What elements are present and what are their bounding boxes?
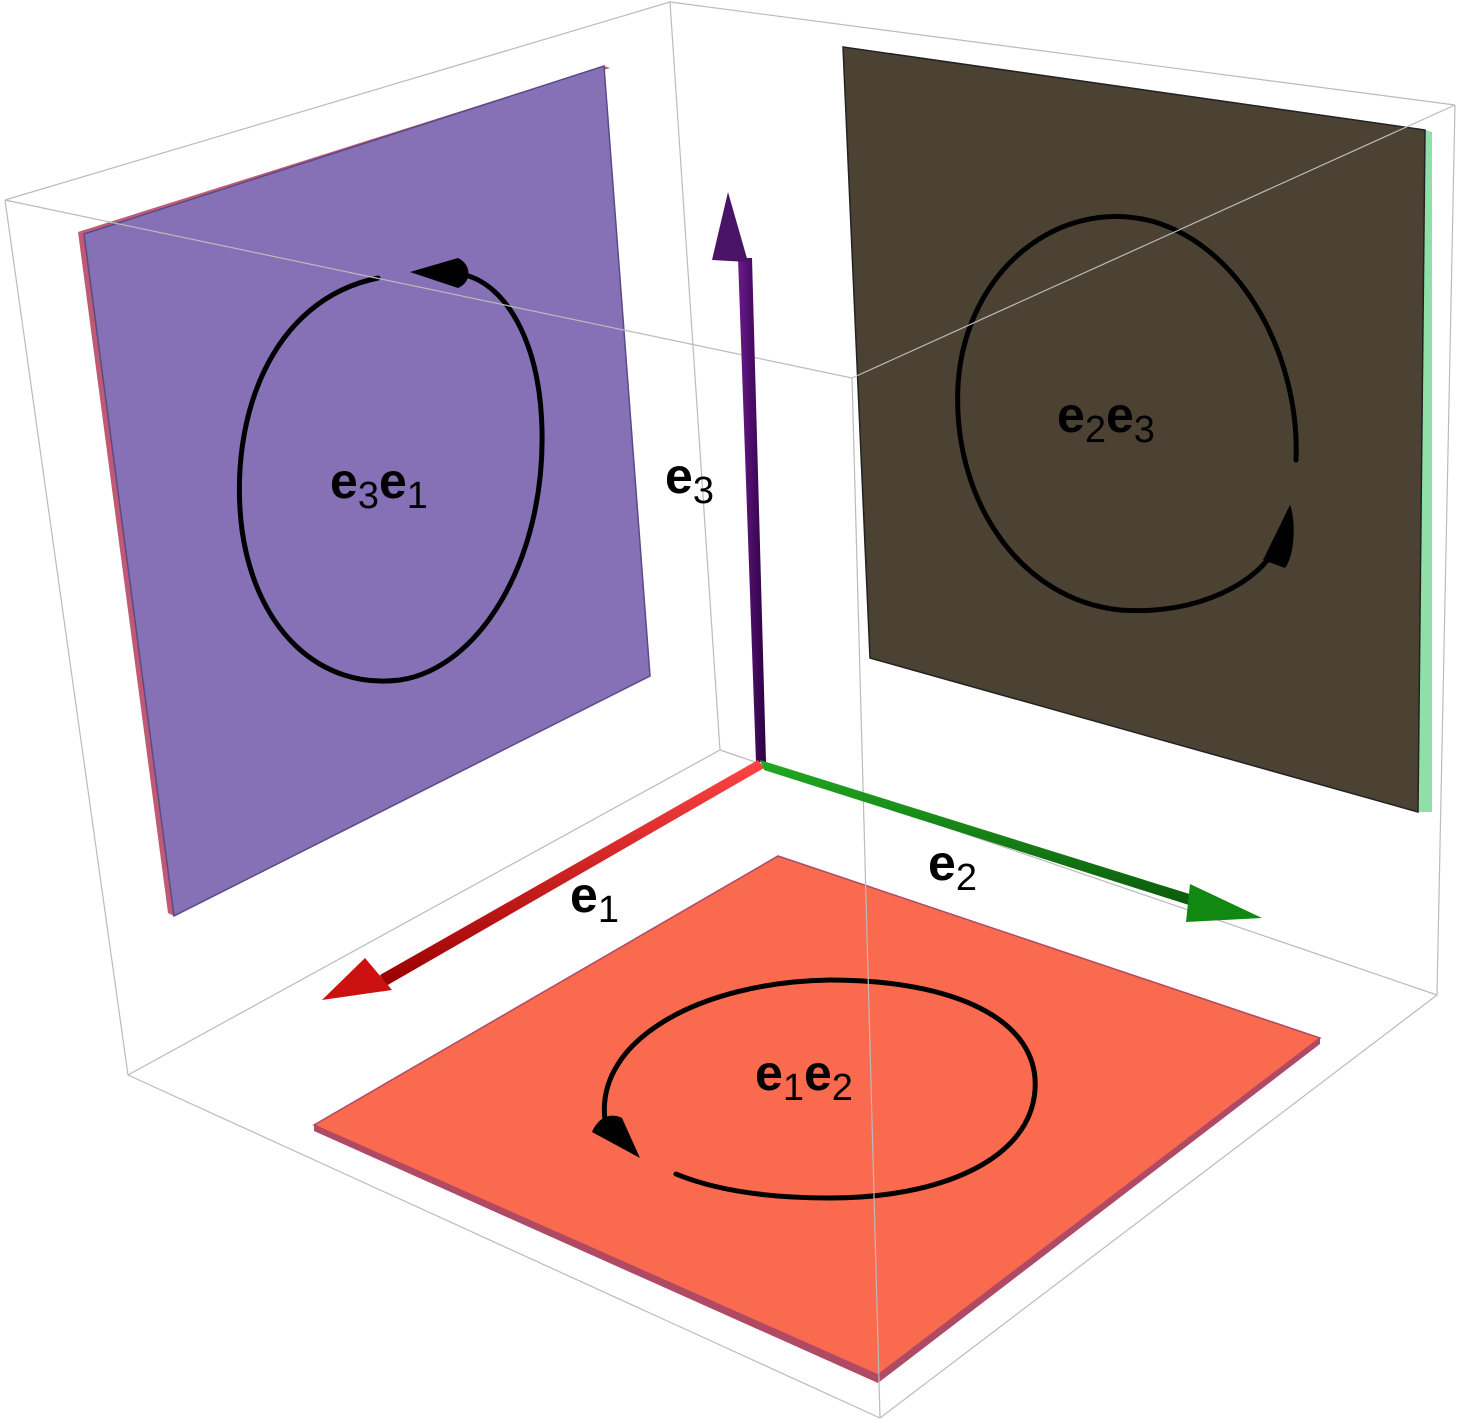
plane-e3e1-face [83,64,651,918]
axis-e1-arrowhead-icon [322,958,392,1000]
label-e2e3: e2e3 [1057,387,1155,451]
arrowhead-icon-e3e1 [410,258,469,288]
orientation-circle-e2e3 [955,214,1299,614]
bounding-box-front [4,104,1456,1419]
label-axis-e3: e3 [665,448,714,512]
plane-e1e2 [312,855,1322,1383]
orientation-circle-e1e2 [601,977,1038,1201]
plane-e1e2-edge [314,1125,878,1383]
axis-e3 [712,192,766,762]
label-e3e1: e3e1 [330,453,428,517]
axis-e2 [760,760,1262,922]
axis-e3-arrowhead-icon [712,192,748,262]
axis-e1-shaft [380,760,764,986]
plane-e2e3 [842,46,1432,813]
label-e1e2: e1e2 [755,1045,853,1109]
axis-e2-shaft [760,760,1196,906]
label-axis-e2: e2 [928,835,977,899]
axis-e1 [322,760,764,1000]
plane-e1e2-edge-right [878,1038,1320,1383]
label-axis-e1: e1 [570,867,619,931]
arrowhead-icon-e1e2 [592,1115,640,1158]
plane-e1e2-face [312,855,1322,1376]
plane-e3e1 [78,64,651,918]
axis-e2-arrowhead-icon [1186,884,1262,922]
plane-e3e1-edge-left [78,232,174,916]
axis-e3-shaft [738,258,766,762]
orientation-circle-e3e1 [236,272,545,684]
arrowhead-icon-e2e3 [1263,505,1294,568]
plane-e2e3-face [842,46,1426,813]
